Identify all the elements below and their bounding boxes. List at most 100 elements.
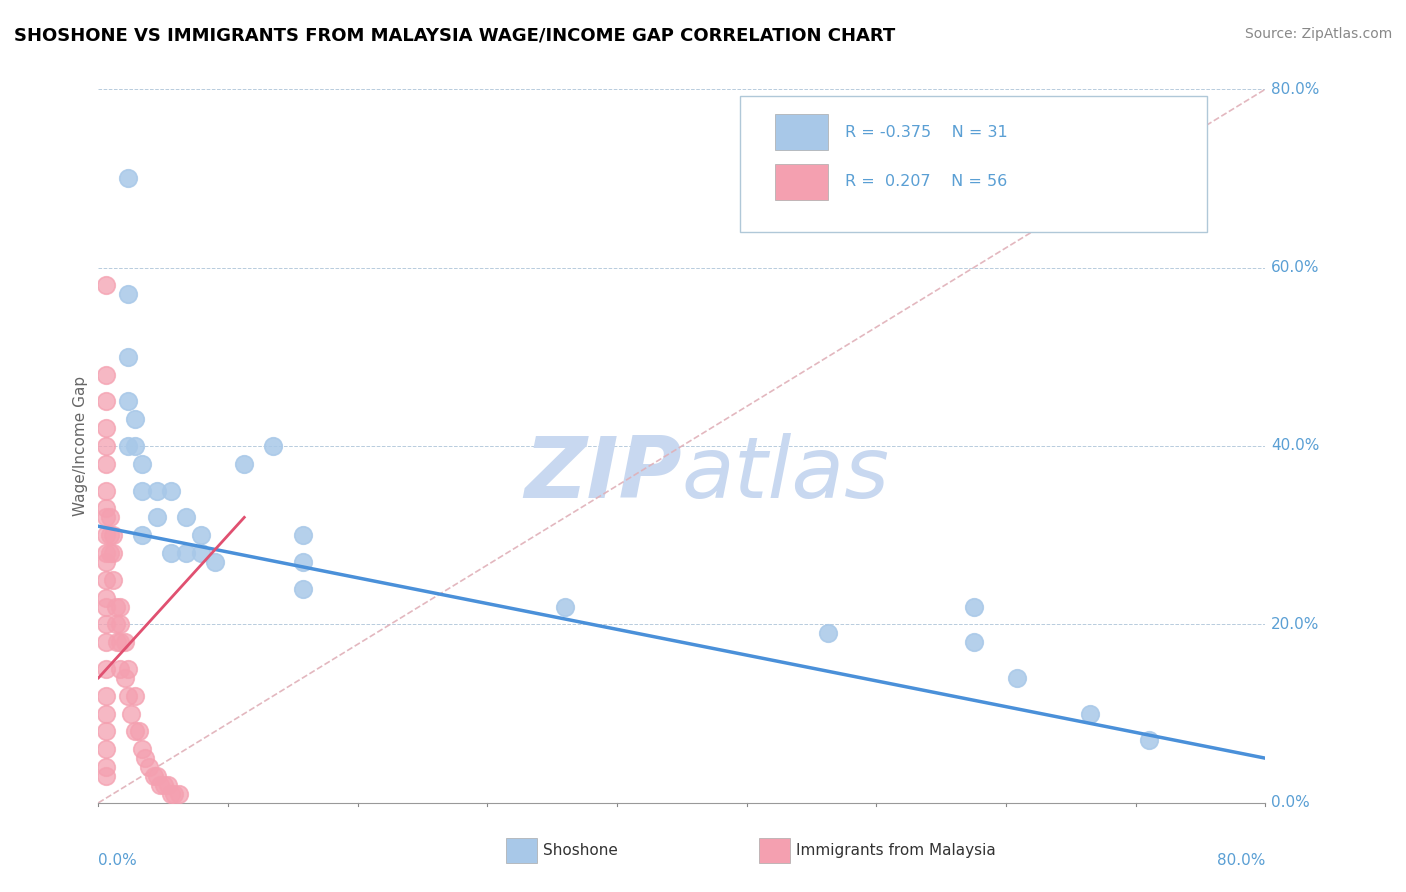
Point — [117, 689, 139, 703]
Point — [94, 555, 117, 569]
Text: 0.0%: 0.0% — [1271, 796, 1310, 810]
Point — [114, 671, 136, 685]
Point — [94, 528, 117, 542]
Point — [94, 706, 117, 721]
Text: R =  0.207    N = 56: R = 0.207 N = 56 — [845, 175, 1008, 189]
Point — [94, 617, 117, 632]
Point — [94, 501, 117, 516]
Point — [98, 546, 121, 560]
Point — [110, 599, 132, 614]
Point — [1137, 733, 1160, 747]
Text: 80.0%: 80.0% — [1271, 82, 1320, 96]
Point — [110, 662, 132, 676]
FancyBboxPatch shape — [741, 96, 1206, 232]
Point — [94, 278, 117, 293]
Point — [174, 546, 197, 560]
Point — [233, 457, 256, 471]
Point — [117, 662, 139, 676]
Point — [94, 394, 117, 409]
Point — [160, 483, 183, 498]
Point — [104, 599, 127, 614]
Point — [962, 599, 984, 614]
Point — [105, 635, 128, 649]
Point — [94, 591, 117, 605]
Point — [204, 555, 226, 569]
Point — [124, 412, 146, 426]
Point — [94, 742, 117, 756]
Point — [291, 555, 314, 569]
Point — [117, 439, 139, 453]
Y-axis label: Wage/Income Gap: Wage/Income Gap — [73, 376, 89, 516]
Point — [1080, 706, 1102, 721]
Point — [291, 582, 314, 596]
Point — [817, 626, 839, 640]
Text: Immigrants from Malaysia: Immigrants from Malaysia — [796, 844, 995, 858]
Point — [124, 724, 146, 739]
Point — [167, 787, 190, 801]
Point — [117, 171, 139, 186]
Point — [138, 760, 160, 774]
Point — [94, 546, 117, 560]
Point — [114, 635, 136, 649]
Point — [94, 483, 117, 498]
Point — [94, 439, 117, 453]
Point — [94, 769, 117, 783]
Point — [101, 546, 124, 560]
Point — [262, 439, 284, 453]
Point — [101, 573, 124, 587]
Text: 60.0%: 60.0% — [1271, 260, 1320, 275]
Point — [146, 510, 169, 524]
Point — [94, 573, 117, 587]
Text: ZIP: ZIP — [524, 433, 682, 516]
Point — [131, 742, 153, 756]
Point — [1007, 671, 1029, 685]
Point — [134, 751, 156, 765]
Point — [291, 528, 314, 542]
Point — [160, 787, 183, 801]
Point — [94, 662, 117, 676]
Text: 20.0%: 20.0% — [1271, 617, 1320, 632]
Point — [94, 421, 117, 435]
Point — [554, 599, 576, 614]
Text: 80.0%: 80.0% — [1218, 853, 1265, 868]
Point — [94, 689, 117, 703]
Point — [94, 599, 117, 614]
Point — [117, 287, 139, 301]
Point — [153, 778, 176, 792]
Point — [163, 787, 186, 801]
Text: R = -0.375    N = 31: R = -0.375 N = 31 — [845, 125, 1008, 139]
Point — [146, 769, 169, 783]
Text: atlas: atlas — [682, 433, 890, 516]
Point — [174, 510, 197, 524]
Point — [94, 457, 117, 471]
Text: SHOSHONE VS IMMIGRANTS FROM MALAYSIA WAGE/INCOME GAP CORRELATION CHART: SHOSHONE VS IMMIGRANTS FROM MALAYSIA WAG… — [14, 27, 896, 45]
Point — [131, 528, 153, 542]
Text: 40.0%: 40.0% — [1271, 439, 1320, 453]
Point — [149, 778, 172, 792]
Point — [94, 760, 117, 774]
Text: 0.0%: 0.0% — [98, 853, 138, 868]
Point — [98, 510, 121, 524]
Point — [110, 635, 132, 649]
Text: Source: ZipAtlas.com: Source: ZipAtlas.com — [1244, 27, 1392, 41]
Point — [124, 439, 146, 453]
Point — [131, 457, 153, 471]
Point — [117, 350, 139, 364]
Text: Shoshone: Shoshone — [543, 844, 617, 858]
FancyBboxPatch shape — [775, 164, 828, 200]
Point — [128, 724, 150, 739]
Point — [190, 546, 212, 560]
Point — [190, 528, 212, 542]
Point — [117, 394, 139, 409]
Point — [101, 528, 124, 542]
Point — [98, 528, 121, 542]
Point — [157, 778, 180, 792]
Point — [94, 724, 117, 739]
Point — [142, 769, 165, 783]
Point — [120, 706, 142, 721]
Point — [124, 689, 146, 703]
Point — [104, 617, 127, 632]
Point — [146, 483, 169, 498]
Point — [94, 635, 117, 649]
Point — [110, 617, 132, 632]
